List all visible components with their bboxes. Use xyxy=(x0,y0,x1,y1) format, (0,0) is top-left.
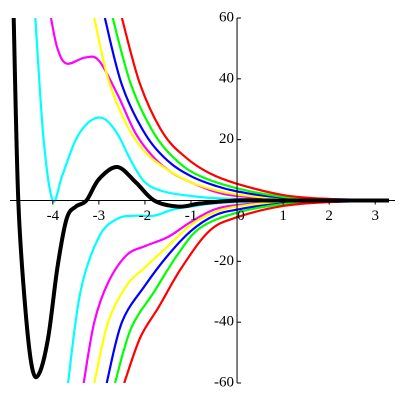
curve xyxy=(82,199,390,383)
curve xyxy=(103,18,390,202)
curve xyxy=(113,199,390,383)
curve xyxy=(123,199,390,383)
curve xyxy=(105,199,390,383)
y-tick-label: 60 xyxy=(219,9,234,25)
x-tick-label: 0 xyxy=(237,208,245,224)
plot-area xyxy=(11,18,390,383)
curve xyxy=(49,18,390,202)
curve xyxy=(93,199,390,383)
y-tick-label: 20 xyxy=(219,131,234,147)
curve xyxy=(93,18,390,202)
x-tick-label: -2 xyxy=(139,208,152,224)
curve xyxy=(111,18,390,202)
x-tick-label: -3 xyxy=(93,208,106,224)
y-tick-label: 40 xyxy=(219,70,234,86)
x-tick-label: -4 xyxy=(47,208,60,224)
x-tick-label: 2 xyxy=(325,208,333,224)
x-tick-label: 1 xyxy=(279,208,287,224)
y-tick-label: -40 xyxy=(214,314,234,330)
curve xyxy=(11,18,390,380)
x-tick-label: 3 xyxy=(371,208,379,224)
curve xyxy=(66,199,390,383)
y-tick-label: -60 xyxy=(214,374,234,390)
x-tick-label: -1 xyxy=(185,208,198,224)
curve xyxy=(120,18,390,202)
y-tick-label: -20 xyxy=(214,253,234,269)
